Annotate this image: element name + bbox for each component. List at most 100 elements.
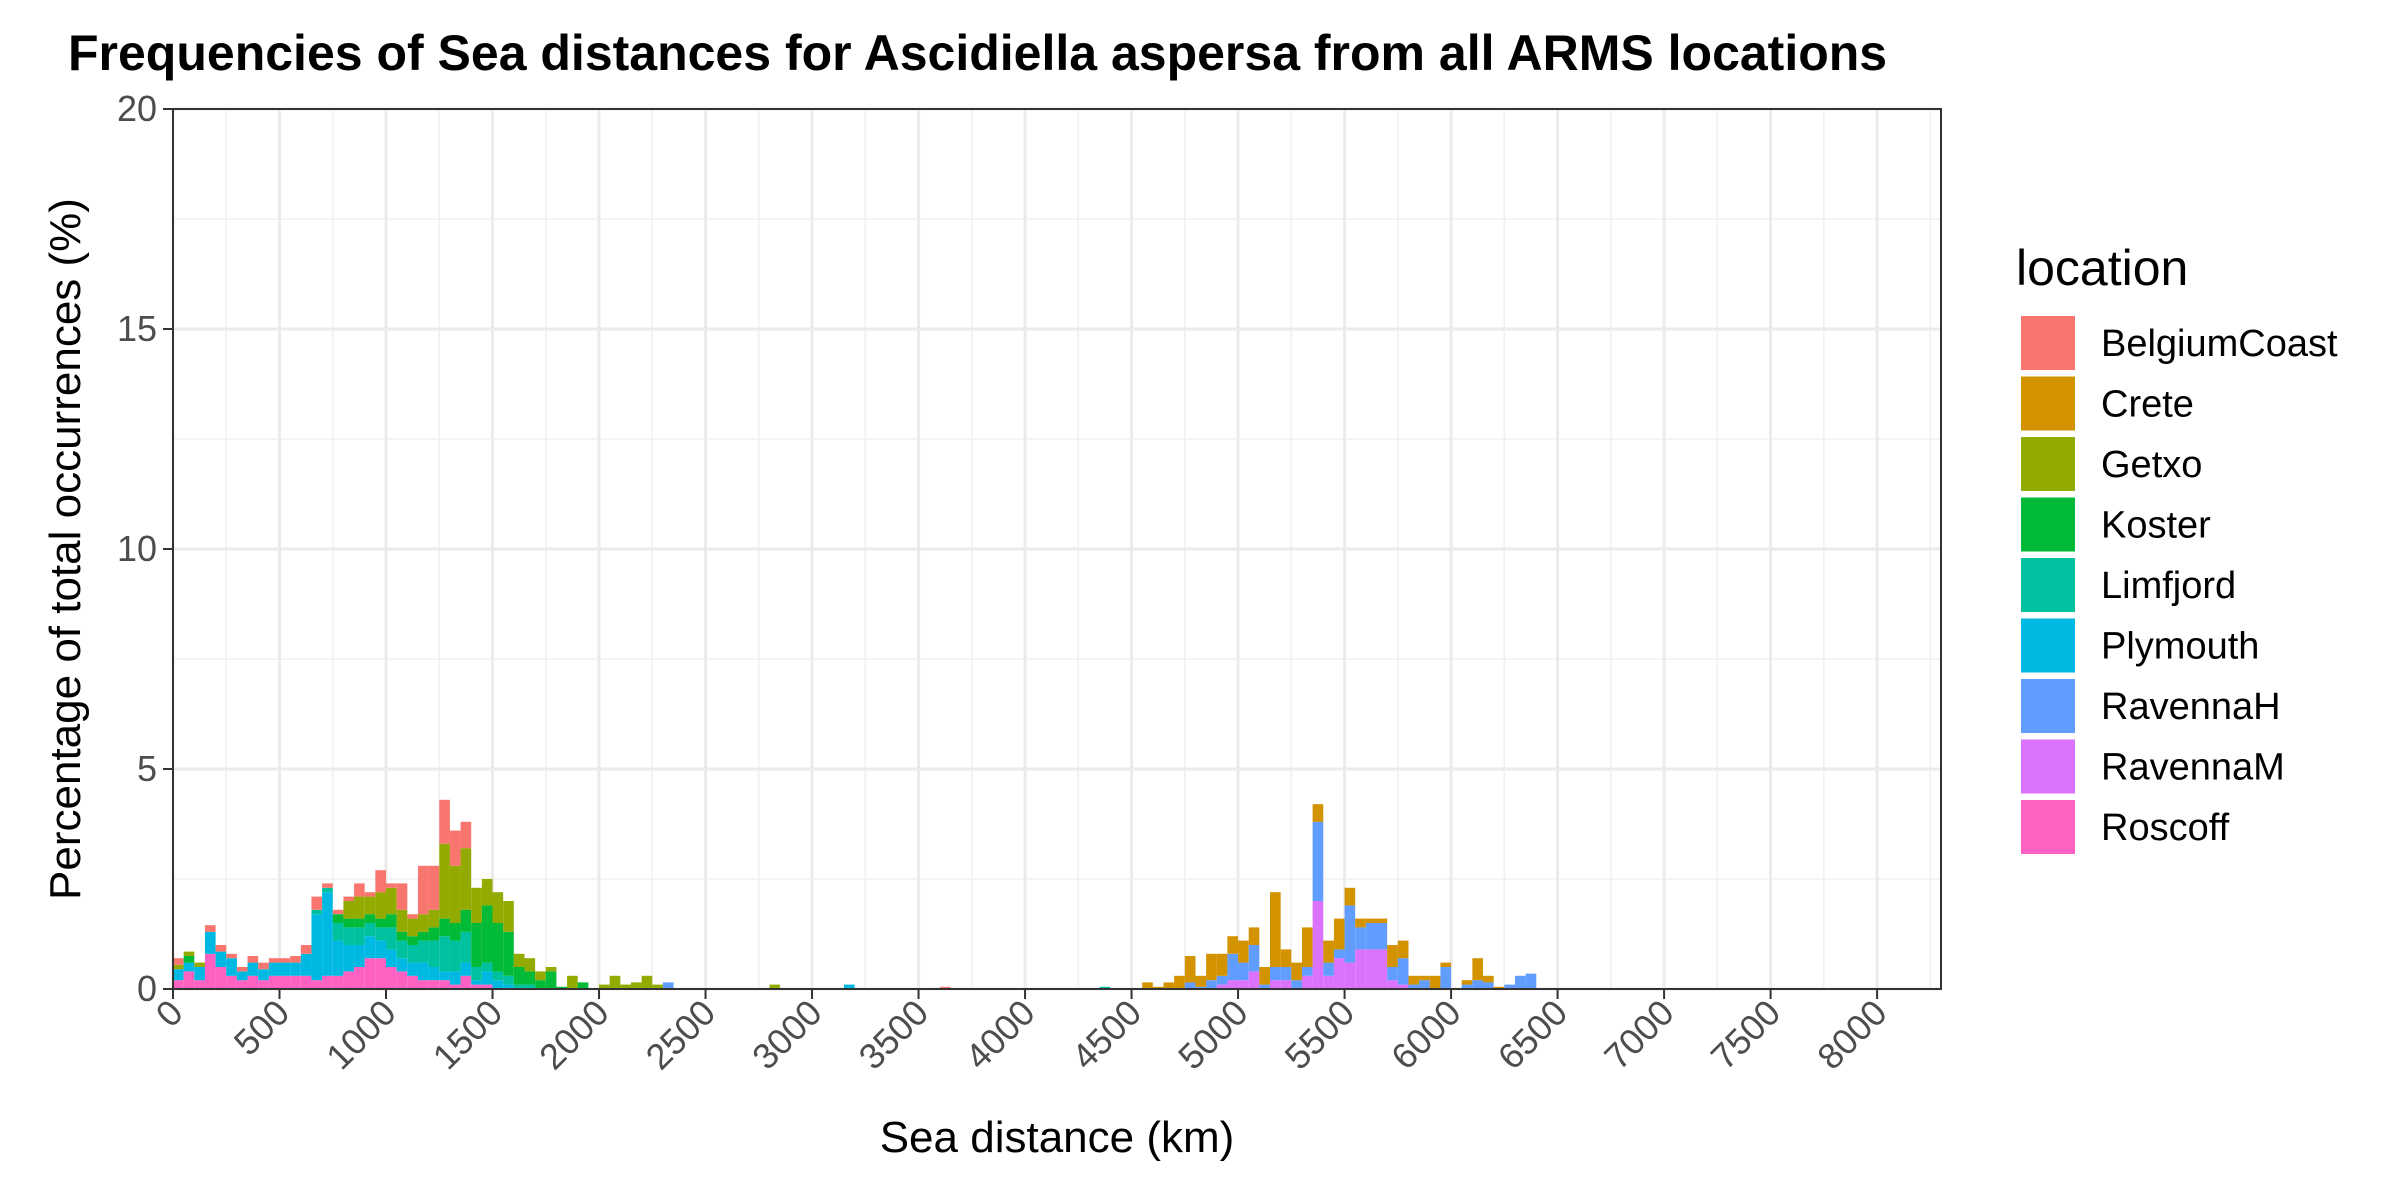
bar-belgiumcoast-1325 <box>449 830 461 866</box>
bar-roscoff-1025 <box>386 967 397 989</box>
bar-plymouth-625 <box>300 953 312 976</box>
bar-ravennah-5525 <box>1344 905 1356 963</box>
bar-belgiumcoast-225 <box>215 945 227 952</box>
bar-ravennah-5975 <box>1440 967 1452 989</box>
x-tick-label: 3000 <box>744 992 830 1078</box>
x-tick-label: 4500 <box>1064 992 1150 1078</box>
bar-roscoff-525 <box>279 975 291 989</box>
bar-plymouth-1425 <box>471 980 482 985</box>
bar-ravennah-6075 <box>1461 984 1473 989</box>
bar-crete-5775 <box>1397 940 1409 959</box>
bar-limfjord-1625 <box>513 984 525 989</box>
x-tick-label: 4000 <box>957 992 1043 1078</box>
bar-koster-775 <box>332 914 344 923</box>
bar-ravennam-5225 <box>1280 980 1292 989</box>
legend-key-crete <box>2021 376 2075 431</box>
bar-getxo-1725 <box>535 971 546 981</box>
bar-koster-925 <box>364 914 376 923</box>
bar-roscoff-75 <box>183 971 195 989</box>
bar-plymouth-875 <box>354 945 365 967</box>
bar-roscoff-1075 <box>396 971 408 989</box>
bar-crete-5075 <box>1248 927 1260 945</box>
bar-ravennam-5525 <box>1344 962 1356 989</box>
bar-plymouth-1575 <box>503 984 514 989</box>
bar-belgiumcoast-375 <box>247 956 259 963</box>
bar-crete-5575 <box>1355 918 1366 928</box>
bar-ravennah-5875 <box>1419 980 1430 989</box>
bar-getxo-2275 <box>652 984 663 989</box>
bar-limfjord-1325 <box>449 940 461 972</box>
bar-crete-4875 <box>1206 953 1217 981</box>
bar-ravennah-5125 <box>1259 984 1271 989</box>
legend-label-koster: Koster <box>2101 505 2211 547</box>
bar-getxo-1875 <box>567 975 578 989</box>
bar-belgiumcoast-825 <box>343 896 355 901</box>
bar-crete-4775 <box>1184 956 1196 983</box>
bar-plymouth-375 <box>247 962 259 976</box>
bar-roscoff-925 <box>364 958 376 989</box>
bar-roscoff-1225 <box>428 980 440 989</box>
bar-ravennah-6275 <box>1504 984 1515 989</box>
bar-koster-1575 <box>503 931 514 976</box>
bar-roscoff-475 <box>268 975 280 989</box>
legend-key-plymouth <box>2021 618 2075 673</box>
bar-belgiumcoast-925 <box>364 892 376 897</box>
bar-roscoff-1325 <box>449 984 461 989</box>
bar-limfjord-4375 <box>1099 986 1111 989</box>
bar-limfjord-675 <box>311 909 323 915</box>
bar-ravennah-5275 <box>1291 980 1302 989</box>
bar-ravennam-5425 <box>1323 975 1334 989</box>
bar-ravennam-5625 <box>1365 949 1377 989</box>
bar-plymouth-525 <box>279 962 291 976</box>
bar-getxo-825 <box>343 901 355 919</box>
bar-koster-1325 <box>449 923 461 941</box>
bar-ravennah-5375 <box>1312 821 1324 901</box>
bar-getxo-1625 <box>513 953 525 967</box>
bar-crete-5725 <box>1387 945 1398 967</box>
bar-plymouth-3175 <box>843 984 855 989</box>
y-tick-label: 15 <box>117 308 157 349</box>
bar-koster-75 <box>183 956 195 963</box>
bar-koster-1125 <box>407 936 418 945</box>
legend-key-ravennah <box>2021 679 2075 733</box>
bar-koster-975 <box>375 918 387 928</box>
bar-ravennah-4825 <box>1195 986 1207 989</box>
bar-ravennah-4925 <box>1216 975 1228 985</box>
bar-ravennah-5775 <box>1397 958 1409 985</box>
bar-crete-6075 <box>1461 980 1473 985</box>
bar-ravennah-5575 <box>1355 927 1366 950</box>
bar-ravennah-6325 <box>1514 975 1526 989</box>
bar-ravennah-5325 <box>1301 967 1313 976</box>
bar-roscoff-1375 <box>460 975 472 989</box>
bar-crete-4575 <box>1142 982 1153 989</box>
bar-crete-4625 <box>1152 986 1164 989</box>
bar-koster-1375 <box>460 909 472 932</box>
legend-title: location <box>2016 240 2188 296</box>
bar-roscoff-1475 <box>481 984 493 989</box>
y-axis-title: Percentage of total occurrences (%) <box>41 198 90 900</box>
bar-getxo-125 <box>194 962 205 967</box>
bar-plymouth-1525 <box>492 980 504 989</box>
bar-ravennam-5075 <box>1248 971 1260 989</box>
bar-getxo-1225 <box>428 909 440 928</box>
bar-crete-6125 <box>1472 958 1484 981</box>
legend-label-roscoff: Roscoff <box>2101 807 2230 849</box>
bar-getxo-1275 <box>439 843 450 919</box>
bar-getxo-1475 <box>481 879 493 906</box>
legend-key-limfjord <box>2021 558 2075 612</box>
bar-limfjord-1275 <box>439 936 450 972</box>
bar-crete-5175 <box>1270 892 1281 967</box>
x-tick-label: 8000 <box>1809 992 1895 1078</box>
bar-roscoff-25 <box>173 980 184 989</box>
y-tick-label: 10 <box>117 528 157 569</box>
bar-plymouth-825 <box>343 945 355 972</box>
bar-limfjord-875 <box>354 927 365 945</box>
x-tick-label: 5000 <box>1170 992 1256 1078</box>
legend-key-ravennam <box>2021 739 2075 794</box>
bar-crete-4925 <box>1216 953 1228 976</box>
bar-limfjord-975 <box>375 927 387 941</box>
bar-ravennah-6125 <box>1472 980 1484 989</box>
bar-koster-1075 <box>396 931 408 941</box>
bar-plymouth-1325 <box>449 971 461 985</box>
bar-roscoff-1425 <box>471 984 482 989</box>
